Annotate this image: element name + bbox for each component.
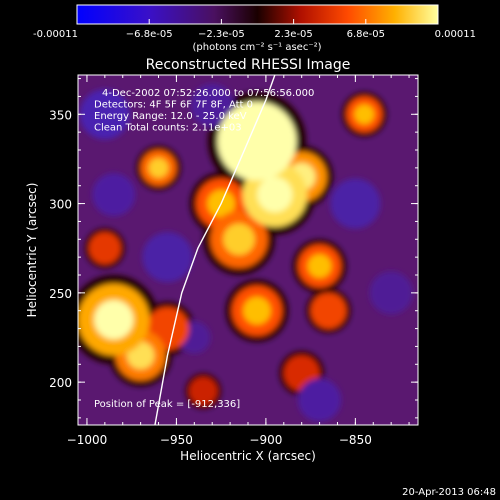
- colorbar-tick-label: 2.3e-05: [274, 29, 312, 40]
- heatmap-blob-core: [354, 104, 375, 125]
- heatmap-blob-core: [94, 299, 134, 340]
- colorbar: [76, 4, 439, 25]
- heatmap-blob-core: [223, 223, 255, 256]
- x-axis-label: Heliocentric X (arcsec): [180, 449, 316, 463]
- colorbar-unit-label: (photons cm⁻² s⁻¹ asec⁻²): [192, 42, 321, 53]
- y-tick-label: 250: [49, 287, 72, 301]
- heatmap-blob: [369, 271, 413, 315]
- x-tick-label: −900: [249, 433, 282, 447]
- heatmap-blob: [79, 89, 130, 140]
- heatmap-blob-core: [148, 158, 169, 178]
- annotation-line: Energy Range: 12.0 - 25.0 keV: [94, 111, 247, 122]
- heatmap-blob-core: [235, 119, 279, 163]
- heatmap-blob: [190, 83, 234, 127]
- colorbar-tick-label: 6.8e-05: [347, 29, 385, 40]
- annotation-line: 4-Dec-2002 07:52:26.000 to 07:56:56.000: [102, 88, 314, 99]
- y-axis-label: Heliocentric Y (arcsec): [25, 183, 39, 318]
- y-tick-label: 350: [49, 108, 72, 122]
- timestamp: 20-Apr-2013 06:48: [402, 487, 496, 498]
- colorbar-tick-label: -0.00011: [33, 29, 78, 40]
- colorbar-tick-label: 0.00011: [435, 29, 476, 40]
- heatmap-plot: [78, 75, 418, 425]
- heatmap-blob: [330, 178, 381, 229]
- annotation-line: Clean Total counts: 2.11e+03: [94, 123, 242, 134]
- heatmap-blob: [92, 173, 136, 217]
- heatmap-blob: [188, 376, 218, 406]
- annotation-line: Detectors: 4F 5F 6F 7F 8F, Att 0: [94, 100, 253, 111]
- colorbar-tick-label: −6.8e-05: [126, 29, 173, 40]
- heatmap-blob-core: [307, 254, 332, 278]
- heatmap-blob: [298, 378, 342, 422]
- y-tick-label: 200: [49, 376, 72, 390]
- heatmap-blob: [142, 232, 193, 283]
- heatmap-blob-core: [243, 296, 271, 325]
- heatmap-blob-core: [257, 176, 293, 213]
- x-tick-label: −950: [160, 433, 193, 447]
- chart-title: Reconstructed RHESSI Image: [146, 57, 351, 73]
- heatmap-blob: [88, 232, 121, 265]
- heatmap-blob: [310, 292, 347, 329]
- peak-position-label: Position of Peak = [-912,336]: [94, 399, 240, 410]
- x-tick-label: −1000: [67, 433, 108, 447]
- colorbar-tick-label: −2.3e-05: [198, 29, 245, 40]
- limb-curve: [154, 75, 276, 425]
- y-tick-label: 300: [49, 198, 72, 212]
- x-tick-label: −850: [339, 433, 372, 447]
